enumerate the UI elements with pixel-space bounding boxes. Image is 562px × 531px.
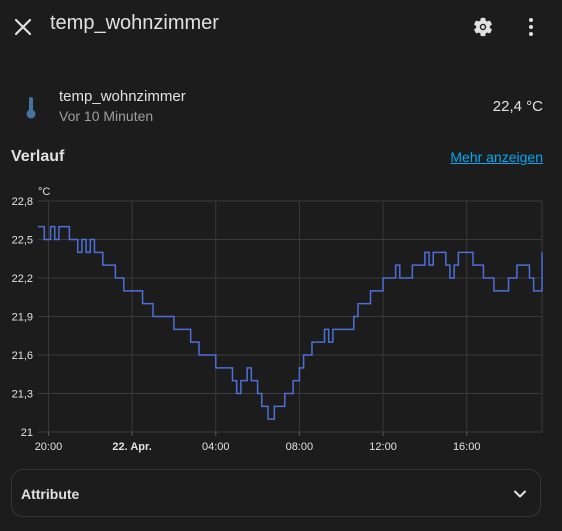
entity-row xyxy=(0,80,562,130)
history-title: Verlauf xyxy=(11,148,65,165)
thermometer-icon xyxy=(26,97,36,119)
series-line xyxy=(38,225,543,420)
y-tick-label: 22,2 xyxy=(12,273,33,285)
x-tick-label: 16:00 xyxy=(453,441,481,453)
attributes-expander[interactable]: Attribute xyxy=(11,469,541,517)
x-tick-label: 04:00 xyxy=(202,441,230,453)
close-button[interactable] xyxy=(10,14,36,40)
y-tick-label: 21,9 xyxy=(12,312,33,324)
entity-state: 22,4 °C xyxy=(492,98,543,115)
x-tick-label: 12:00 xyxy=(369,441,397,453)
entity-name: temp_wohnzimmer xyxy=(59,88,186,105)
y-tick-label: 22,5 xyxy=(12,235,33,247)
close-icon xyxy=(14,18,32,36)
entity-last-changed: Vor 10 Minuten xyxy=(59,108,154,124)
y-tick-label: 22,8 xyxy=(12,196,33,208)
settings-button[interactable] xyxy=(470,14,496,40)
show-more-link[interactable]: Mehr anzeigen xyxy=(450,149,543,165)
x-tick-label: 20:00 xyxy=(35,441,63,453)
dialog-title: temp_wohnzimmer xyxy=(50,12,219,34)
x-tick-label: 08:00 xyxy=(286,441,314,453)
y-axis-unit: °C xyxy=(38,186,50,198)
x-tick-label: 22. Apr. xyxy=(112,441,151,453)
y-tick-label: 21,3 xyxy=(12,389,33,401)
y-tick-label: 21,6 xyxy=(12,350,33,362)
more-vertical-icon xyxy=(529,18,533,36)
gear-icon xyxy=(474,17,492,37)
more-options-button[interactable] xyxy=(518,14,544,40)
chevron-down-icon xyxy=(514,490,526,498)
attributes-label: Attribute xyxy=(21,486,80,502)
y-tick-label: 21 xyxy=(21,427,33,439)
